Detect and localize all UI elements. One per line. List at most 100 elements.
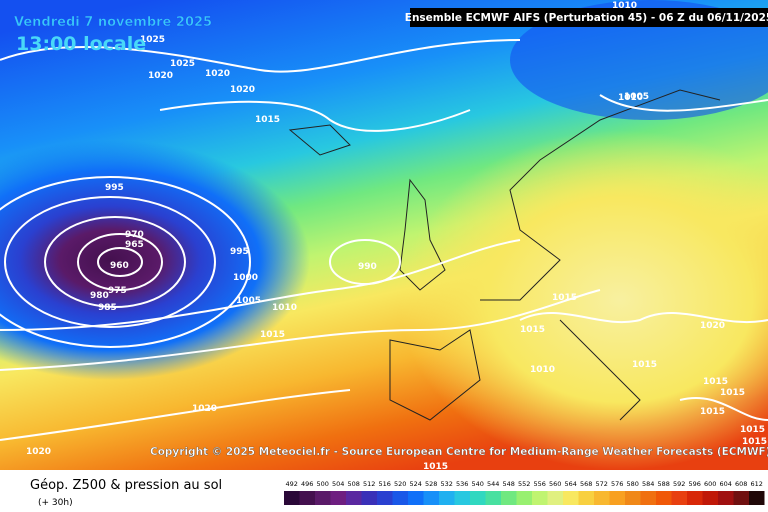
isobar-label: 960 (110, 261, 129, 271)
scale-label: 580 (627, 480, 639, 488)
isobar-label: 1005 (624, 92, 649, 102)
isobar-label: 1015 (742, 437, 767, 447)
isobar-label: 1020 (148, 71, 173, 81)
isobar-label: 1020 (26, 447, 51, 457)
scale-label: 608 (735, 480, 747, 488)
run-info: Ensemble ECMWF AIFS (Perturbation 45) - … (405, 12, 768, 24)
isobar-label: 1015 (703, 377, 728, 387)
scale-swatch (361, 491, 377, 505)
scale-label: 560 (549, 480, 561, 488)
legend-title: Géop. Z500 & pression au sol (30, 478, 222, 493)
isobar-label: 1015 (520, 325, 545, 335)
scale-label: 596 (689, 480, 701, 488)
isobar-label: 980 (90, 291, 109, 301)
isobar-label: 995 (105, 183, 124, 193)
scale-label: 548 (503, 480, 515, 488)
scale-label: 604 (720, 480, 732, 488)
scale-swatch (718, 491, 734, 505)
isobar-label: 1000 (233, 273, 258, 283)
scale-label: 612 (751, 480, 763, 488)
isobar-label: 1020 (192, 404, 217, 414)
scale-swatch (315, 491, 331, 505)
scale-label: 516 (379, 480, 391, 488)
copyright: Copyright © 2025 Meteociel.fr - Source E… (150, 446, 768, 458)
scale-label: 504 (332, 480, 344, 488)
scale-label: 568 (580, 480, 592, 488)
scale-label: 544 (487, 480, 499, 488)
scale-label: 572 (596, 480, 608, 488)
scale-label: 532 (441, 480, 453, 488)
isobar-label: 1020 (205, 69, 230, 79)
isobar-label: 1015 (255, 115, 280, 125)
scale-label: 592 (673, 480, 685, 488)
scale-label: 600 (704, 480, 716, 488)
isobar-label: 1015 (632, 360, 657, 370)
isobar-label: 1005 (236, 296, 261, 306)
scale-label: 496 (301, 480, 313, 488)
scale-swatch (563, 491, 579, 505)
scale-swatch (392, 491, 408, 505)
forecast-date: Vendredi 7 novembre 2025 (14, 15, 212, 30)
isobar-label: 985 (98, 303, 117, 313)
isobar-label: 1015 (260, 330, 285, 340)
isobar-label: 1015 (700, 407, 725, 417)
scale-swatch (594, 491, 610, 505)
scale-label: 552 (518, 480, 530, 488)
scale-swatch (330, 491, 346, 505)
scale-swatch (625, 491, 641, 505)
forecast-time: 13:00 locale (16, 33, 146, 55)
north-low (510, 0, 768, 120)
isobar-label: 1015 (423, 462, 448, 472)
isobar-label: 965 (125, 240, 144, 250)
scale-swatch (656, 491, 672, 505)
scale-label: 520 (394, 480, 406, 488)
scale-label: 508 (348, 480, 360, 488)
scale-label: 584 (642, 480, 654, 488)
scale-swatch (423, 491, 439, 505)
scale-label: 500 (317, 480, 329, 488)
scale-swatch (377, 491, 393, 505)
legend-subtitle: (+ 30h) (38, 498, 73, 508)
scale-label: 588 (658, 480, 670, 488)
scale-swatch (578, 491, 594, 505)
scale-swatch (516, 491, 532, 505)
isobar-label: 995 (230, 247, 249, 257)
scale-swatch (346, 491, 362, 505)
scale-label: 564 (565, 480, 577, 488)
scale-swatch (671, 491, 687, 505)
isobar-label: 1015 (720, 388, 745, 398)
scale-swatch (640, 491, 656, 505)
scale-swatch (749, 491, 765, 505)
scale-swatch (501, 491, 517, 505)
scale-swatch (532, 491, 548, 505)
isobar-label: 1010 (530, 365, 555, 375)
scale-swatch (284, 491, 300, 505)
isobar-label: 1015 (740, 425, 765, 435)
scale-swatch (470, 491, 486, 505)
scale-swatch (299, 491, 315, 505)
isobar-label: 1015 (552, 293, 577, 303)
scale-label: 576 (611, 480, 623, 488)
scale-swatch (454, 491, 470, 505)
isobar-label: 1010 (272, 303, 297, 313)
scale-label: 528 (425, 480, 437, 488)
scale-swatch (439, 491, 455, 505)
scale-label: 540 (472, 480, 484, 488)
scale-swatch (702, 491, 718, 505)
isobar-label: 970 (125, 230, 144, 240)
scale-swatch (687, 491, 703, 505)
isobar-label: 1010 (612, 1, 637, 11)
scale-label: 512 (363, 480, 375, 488)
scale-swatch (485, 491, 501, 505)
isobar-label: 1020 (230, 85, 255, 95)
scale-swatch (547, 491, 563, 505)
scale-label: 556 (534, 480, 546, 488)
isobar-label: 1010 (618, 93, 643, 103)
scale-swatch (408, 491, 424, 505)
isobar-label: 990 (358, 262, 377, 272)
scale-label: 524 (410, 480, 422, 488)
isobar-label: 1025 (170, 59, 195, 69)
isobar-label: 975 (108, 286, 127, 296)
run-box (410, 8, 768, 27)
